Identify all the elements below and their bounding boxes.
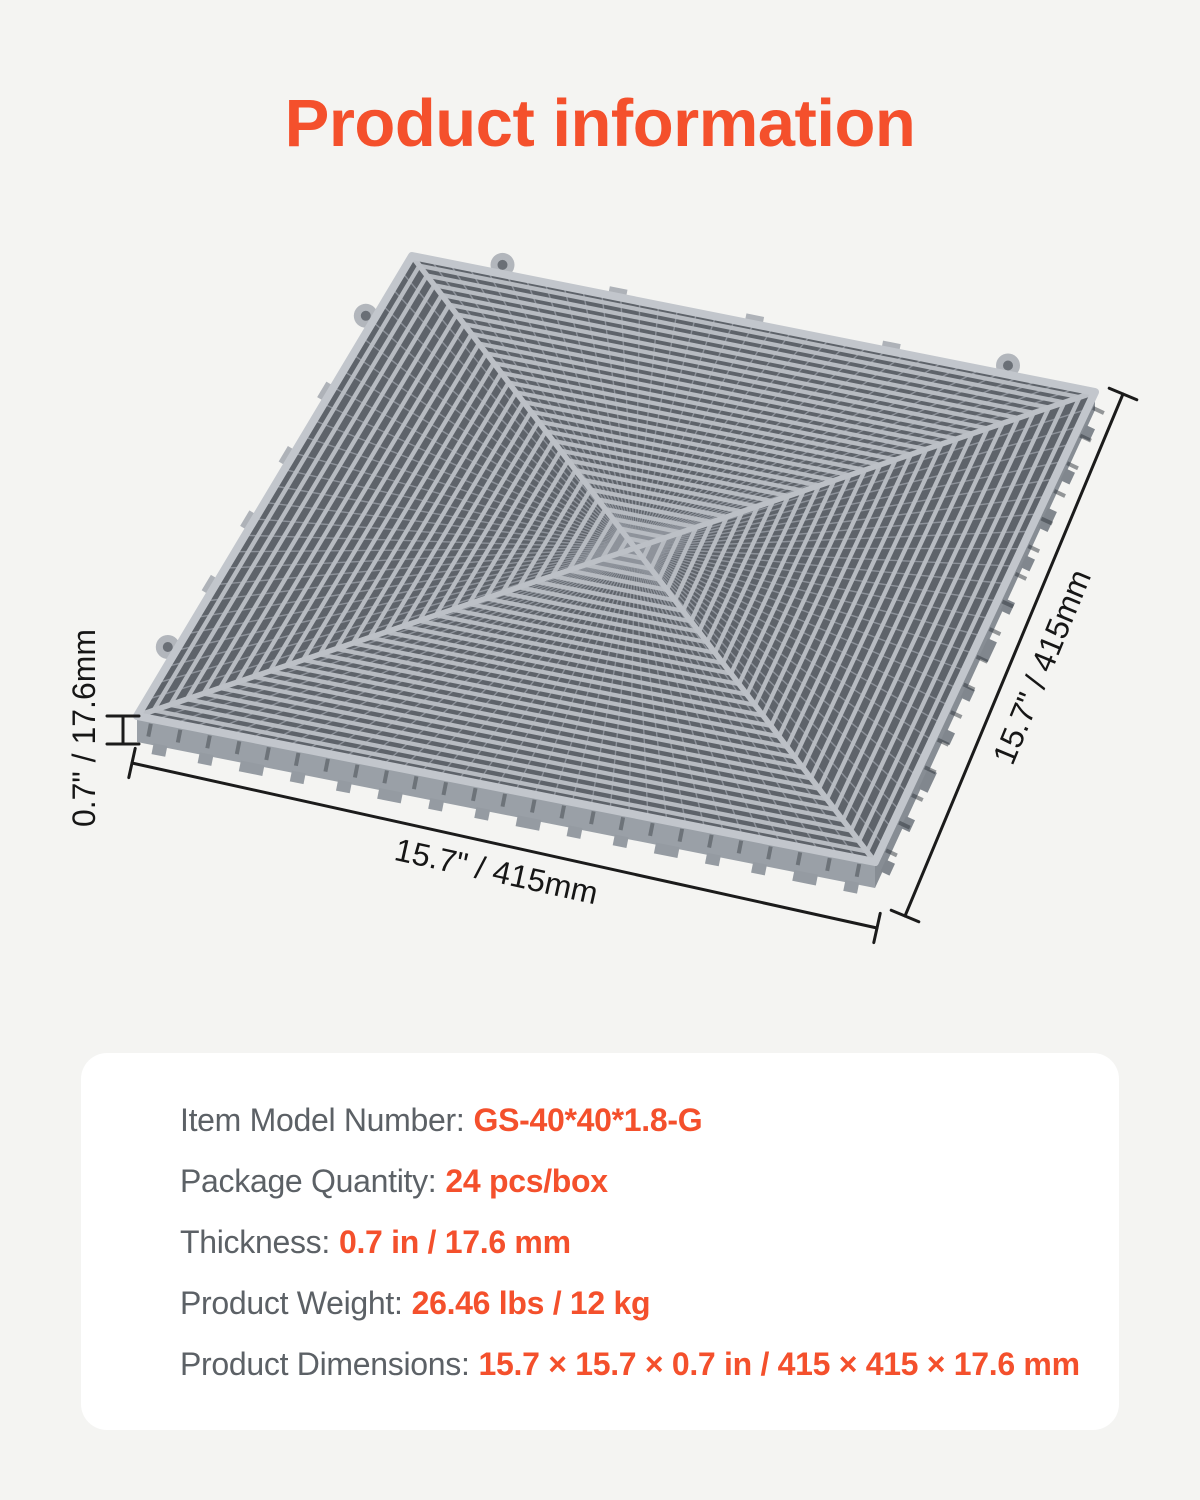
spec-value: 0.7 in / 17.6 mm (338, 1224, 571, 1260)
dimension-tick (1107, 386, 1139, 402)
dimension-line-bottom (130, 761, 879, 930)
dimension-tick (127, 746, 137, 780)
spec-card: Item Model Number: GS-40*40*1.8-G Package… (81, 1053, 1119, 1430)
dimension-tick (872, 911, 882, 945)
spec-label: Product Dimensions: (180, 1346, 470, 1382)
spec-value: 26.46 lbs / 12 kg (411, 1285, 651, 1321)
spec-row-weight: Product Weight: 26.46 lbs / 12 kg (180, 1284, 1089, 1322)
spec-row-thickness: Thickness: 0.7 in / 17.6 mm (180, 1223, 1089, 1261)
dimension-annotations (105, 386, 1139, 945)
spec-label: Item Model Number: (180, 1102, 465, 1138)
spec-value: 24 pcs/box (445, 1163, 608, 1199)
spec-row-dimensions: Product Dimensions: 15.7 × 15.7 × 0.7 in … (180, 1345, 1089, 1383)
dimension-label-thickness: 0.7" / 17.6mm (66, 629, 102, 827)
spec-row-quantity: Package Quantity: 24 pcs/box (180, 1162, 1089, 1200)
dimension-tick (889, 908, 921, 924)
spec-value: GS-40*40*1.8-G (473, 1102, 703, 1138)
spec-label: Product Weight: (180, 1285, 403, 1321)
spec-label: Package Quantity: (180, 1163, 437, 1199)
spec-label: Thickness: (180, 1224, 330, 1260)
page-title: Product information (284, 86, 916, 161)
floor-tile-illustration (133, 252, 1105, 894)
dimension-line-right (903, 392, 1125, 918)
spec-row-model: Item Model Number: GS-40*40*1.8-G (180, 1101, 1089, 1139)
spec-value: 15.7 × 15.7 × 0.7 in / 415 × 415 × 17.6 … (478, 1346, 1080, 1382)
